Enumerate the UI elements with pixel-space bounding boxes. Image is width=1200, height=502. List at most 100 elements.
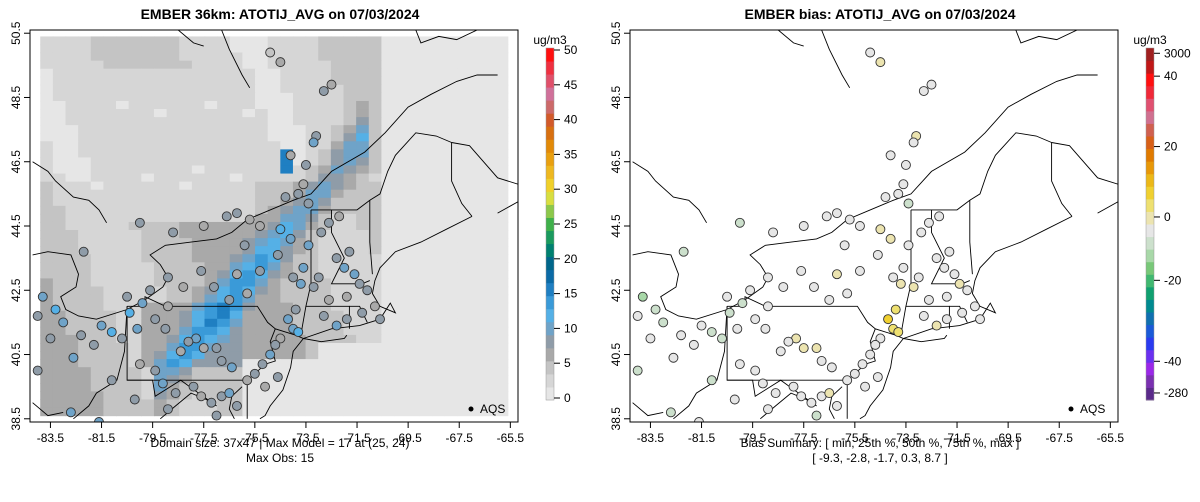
grid-cell <box>65 391 79 401</box>
grid-cell <box>255 367 269 376</box>
boundary-line <box>821 30 851 89</box>
grid-cell <box>166 383 180 392</box>
grid-cell <box>495 230 509 239</box>
grid-cell <box>65 246 79 255</box>
grid-cell <box>280 278 294 288</box>
grid-cell <box>90 367 105 376</box>
grid-cell <box>90 221 105 231</box>
grid-cell <box>229 173 244 183</box>
station-marker <box>734 359 745 370</box>
grid-cell <box>40 391 54 401</box>
grid-cell <box>381 189 395 199</box>
grid-cell <box>292 133 307 142</box>
grid-cell <box>103 44 117 54</box>
grid-cell <box>431 197 446 207</box>
grid-cell <box>217 125 231 134</box>
grid-cell <box>318 342 332 352</box>
grid-cell <box>431 213 446 223</box>
grid-cell <box>103 383 117 392</box>
grid-cell <box>305 109 319 118</box>
grid-cell <box>141 133 155 142</box>
grid-cell <box>318 213 332 223</box>
grid-cell <box>482 44 496 54</box>
grid-cell <box>356 246 370 255</box>
grid-cell <box>116 383 130 392</box>
grid-cell <box>406 197 420 207</box>
left-caption-line-2: Max Obs: 15 <box>245 451 315 465</box>
station-marker <box>734 217 745 228</box>
grid-cell <box>356 76 370 86</box>
colorbar-segment <box>546 139 554 153</box>
grid-cell <box>242 254 256 263</box>
grid-cell <box>368 310 383 320</box>
grid-cell <box>381 342 395 352</box>
colorbar-segment <box>546 347 554 362</box>
legend-marker <box>468 406 474 412</box>
grid-cell <box>330 44 345 54</box>
grid-cell <box>141 254 155 263</box>
grid-cell <box>368 189 383 199</box>
grid-cell <box>217 334 231 344</box>
grid-cell <box>229 149 244 159</box>
station-marker <box>821 211 832 222</box>
grid-cell <box>166 109 180 118</box>
grid-cell <box>318 238 332 247</box>
grid-cell <box>469 294 484 304</box>
grid-cell <box>229 125 244 134</box>
grid-cell <box>255 213 269 223</box>
grid-cell <box>457 197 471 207</box>
grid-cell <box>267 68 281 78</box>
grid-cell <box>318 262 332 271</box>
grid-cell <box>128 205 142 215</box>
left-chart-title: EMBER 36km: ATOTIJ_AVG on 07/03/2024 <box>140 6 420 22</box>
grid-cell <box>343 286 357 296</box>
grid-cell <box>368 286 383 296</box>
grid-cell <box>318 109 332 118</box>
grid-cell <box>356 391 370 401</box>
grid-cell <box>267 133 281 142</box>
grid-cell <box>52 44 67 54</box>
grid-cell <box>292 205 307 215</box>
grid-cell <box>495 270 509 280</box>
grid-cell <box>141 76 155 86</box>
grid-cell <box>116 100 130 110</box>
grid-cell <box>90 391 105 401</box>
station-marker <box>668 352 679 363</box>
station-marker <box>637 291 648 302</box>
grid-cell <box>179 318 193 328</box>
grid-cell <box>356 165 370 175</box>
station-marker <box>903 240 914 251</box>
grid-cell <box>457 302 471 312</box>
grid-cell <box>495 92 509 102</box>
grid-cell <box>40 383 54 392</box>
grid-cell <box>305 326 319 336</box>
grid-cell <box>116 262 130 271</box>
grid-cell <box>191 52 206 62</box>
grid-cell <box>482 334 496 344</box>
grid-cell <box>495 254 509 263</box>
grid-cell <box>40 326 54 336</box>
grid-cell <box>191 359 206 368</box>
grid-cell <box>255 278 269 288</box>
grid-cell <box>280 52 294 62</box>
grid-cell <box>431 230 446 239</box>
grid-cell <box>255 351 269 360</box>
colorbar-segment <box>546 386 554 401</box>
grid-cell <box>419 407 433 417</box>
station-marker <box>678 246 689 257</box>
station-marker <box>226 362 237 373</box>
grid-cell <box>419 189 433 199</box>
grid-cell <box>495 334 509 344</box>
grid-cell <box>469 60 484 70</box>
station-marker <box>849 368 860 379</box>
grid-cell <box>406 286 420 296</box>
station-marker <box>232 400 242 411</box>
grid-cell <box>65 318 79 328</box>
grid-cell <box>128 181 142 191</box>
grid-cell <box>356 173 370 183</box>
grid-cell <box>368 318 383 328</box>
grid-cell <box>431 125 446 134</box>
boundary-line <box>528 62 536 75</box>
grid-cell <box>116 391 130 401</box>
grid-cell <box>292 213 307 223</box>
